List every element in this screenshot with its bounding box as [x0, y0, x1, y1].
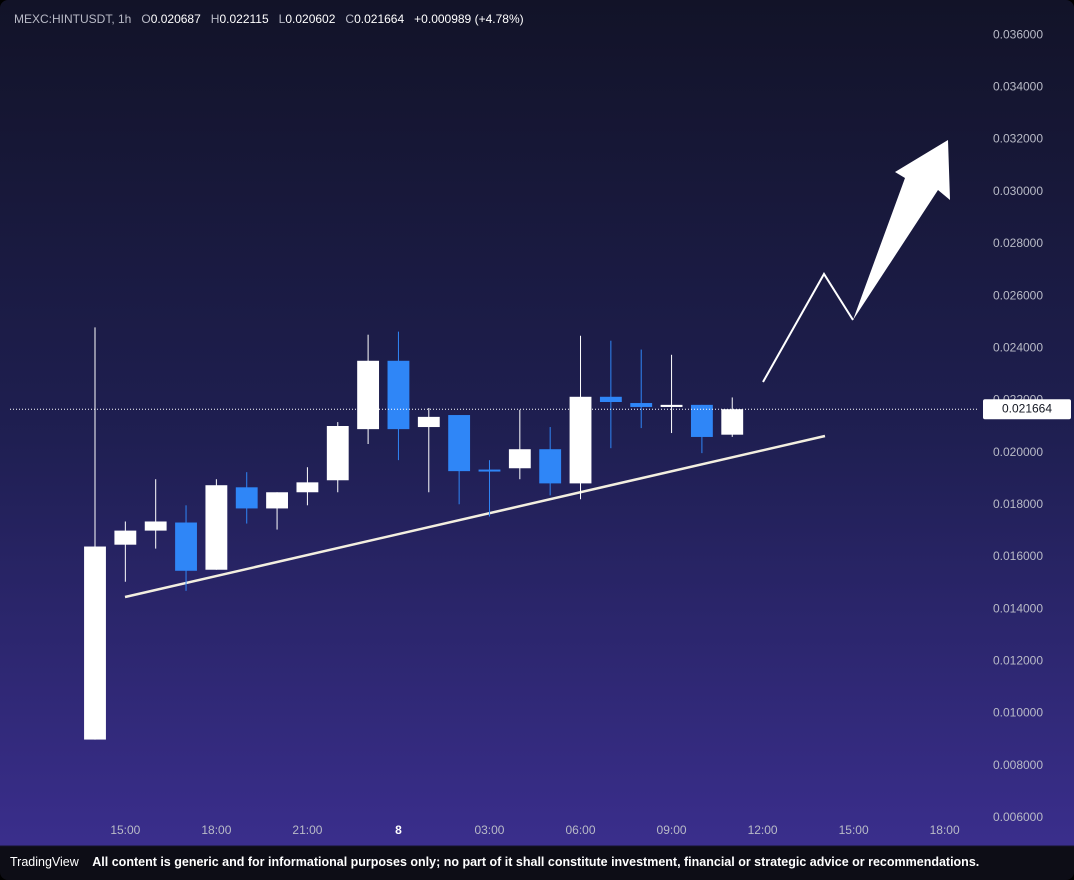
y-tick-label: 0.020000: [993, 445, 1043, 459]
x-tick-label: 03:00: [474, 823, 504, 837]
label: O: [141, 12, 151, 26]
candle-body: [417, 416, 440, 428]
value: 0.021664: [354, 12, 405, 26]
candle-body: [721, 409, 744, 435]
x-tick-label: 12:00: [748, 823, 778, 837]
change-pct: (+4.78%): [474, 12, 524, 26]
brand[interactable]: TradingView: [10, 855, 79, 869]
y-tick-label: 0.026000: [993, 288, 1043, 302]
candle-body: [508, 449, 531, 469]
y-tick-label: 0.034000: [993, 80, 1043, 94]
candle-body: [569, 396, 592, 484]
label: C: [345, 12, 355, 26]
candle-body: [357, 360, 380, 430]
candle-body: [448, 415, 471, 472]
x-tick-label: 06:00: [566, 823, 596, 837]
y-tick-label: 0.016000: [993, 549, 1043, 563]
trend-line: [124, 434, 826, 599]
y-tick-label: 0.030000: [993, 184, 1043, 198]
candle-body: [690, 404, 713, 437]
candle-body: [296, 482, 319, 493]
label: L: [278, 12, 286, 26]
value: 0.020602: [285, 12, 336, 26]
y-tick-label: 0.006000: [993, 810, 1043, 824]
last-price-box: [983, 399, 1071, 420]
change: +0.000989: [414, 12, 472, 26]
legend: MEXC:HINTUSDT, 1h O0.020687 H0.022115 L0…: [14, 12, 524, 26]
y-tick-label: 0.010000: [993, 706, 1043, 720]
symbol: MEXC:HINTUSDT, 1h: [14, 12, 132, 26]
footer: TradingView All content is generic and f…: [10, 855, 979, 869]
y-tick-label: 0.008000: [993, 758, 1043, 772]
candle-body: [114, 530, 137, 545]
projection-line: [762, 272, 854, 383]
candle-body: [630, 403, 653, 407]
value: 0.022115: [219, 12, 269, 26]
y-tick-label: 0.036000: [993, 27, 1043, 41]
x-tick-label: 15:00: [839, 823, 869, 837]
candle-body: [266, 492, 288, 509]
candle-body: [478, 469, 501, 472]
last-price-label: 0.021664: [1002, 401, 1052, 415]
candle-body: [84, 546, 106, 740]
x-tick-label: 15:00: [110, 823, 140, 837]
y-tick-label: 0.018000: [993, 497, 1043, 511]
label: H: [210, 12, 220, 26]
y-tick-label: 0.024000: [993, 340, 1043, 354]
projection-arrow: [853, 140, 950, 320]
candle-body: [387, 360, 410, 430]
value: 0.020687: [150, 12, 201, 26]
x-tick-label: 8: [395, 823, 402, 837]
candle-body: [175, 522, 197, 571]
disclaimer: All content is generic and for informati…: [92, 855, 980, 869]
y-tick-label: 0.032000: [993, 132, 1043, 146]
x-tick-label: 18:00: [201, 823, 231, 837]
candle-body: [539, 449, 562, 484]
x-tick-label: 09:00: [657, 823, 687, 837]
candle-body: [599, 396, 622, 402]
x-tick-label: 21:00: [292, 823, 322, 837]
x-tick-label: 18:00: [930, 823, 960, 837]
y-tick-label: 0.014000: [993, 601, 1043, 615]
y-tick-label: 0.028000: [993, 236, 1043, 250]
candle-body: [326, 426, 349, 481]
candle-body: [144, 521, 167, 531]
candle-body: [660, 404, 683, 407]
candle-body: [235, 487, 258, 509]
y-tick-label: 0.012000: [993, 653, 1043, 667]
candle-body: [205, 485, 228, 570]
